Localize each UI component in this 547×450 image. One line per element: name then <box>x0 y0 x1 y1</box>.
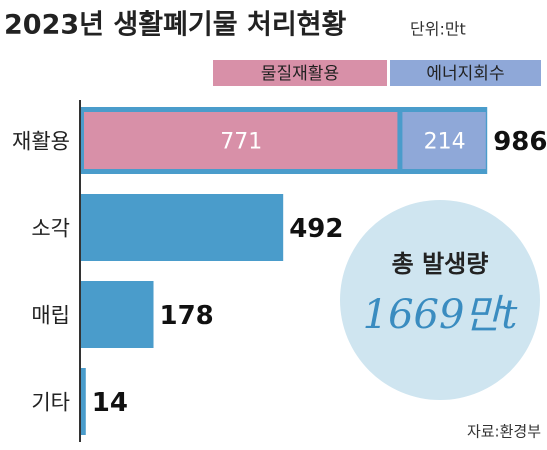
stack-segment <box>84 112 398 169</box>
total-circle <box>340 200 540 400</box>
chart-title: 2023년 생활폐기물 처리현황 <box>4 10 347 41</box>
unit-label: 단위:만t <box>410 20 466 39</box>
legend-swatch <box>390 60 541 86</box>
annotation-value: 1669만t <box>363 292 519 338</box>
y-tick-label: 재활용 <box>12 130 70 154</box>
value-label: 14 <box>92 388 128 418</box>
bar <box>81 281 154 348</box>
bar <box>81 368 86 435</box>
segment-label: 214 <box>424 130 466 155</box>
stack-segment <box>402 112 486 169</box>
legend-swatch <box>213 60 387 86</box>
segment-label: 771 <box>220 130 262 155</box>
annotation-label: 총 발생량 <box>392 250 489 278</box>
value-label: 986 <box>493 127 547 157</box>
source: 자료:환경부 <box>467 423 541 441</box>
y-tick-label: 기타 <box>31 391 70 415</box>
value-label: 178 <box>160 301 214 331</box>
legend-label: 물질재활용 <box>261 64 339 84</box>
value-label: 492 <box>289 214 343 244</box>
y-tick-label: 소각 <box>31 217 70 241</box>
bar <box>81 194 284 261</box>
y-tick-label: 매립 <box>31 304 70 328</box>
legend-label: 에너지회수 <box>426 64 504 84</box>
